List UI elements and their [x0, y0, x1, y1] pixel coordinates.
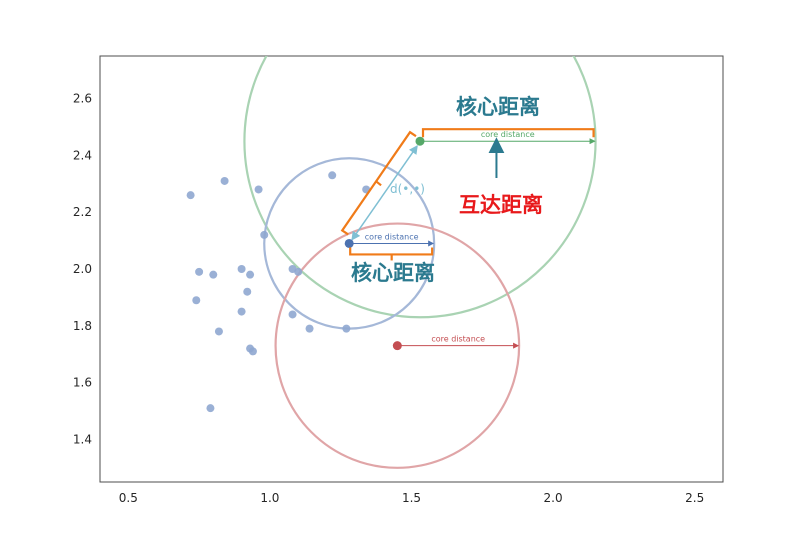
x-tick-label: 2.0	[544, 491, 563, 505]
data-point	[243, 287, 252, 296]
plot-area	[99, 55, 724, 483]
y-tick-label: 1.4	[73, 432, 92, 446]
x-axis: 0.5 1.0 1.5 2.0 2.5	[119, 491, 704, 505]
reachability-bracket-tick	[375, 180, 382, 187]
green-core-bracket	[421, 128, 595, 138]
y-tick-label: 2.4	[73, 148, 92, 162]
green-core-ring	[243, 56, 597, 319]
x-tick-label: 2.5	[685, 491, 704, 505]
red-highlight-point	[392, 341, 402, 351]
data-point	[195, 267, 204, 276]
data-point	[237, 307, 246, 316]
x-tick-label: 0.5	[119, 491, 138, 505]
data-point	[305, 324, 314, 333]
core-distance-label-mid: 核心距离	[351, 261, 435, 285]
reachability-bracket	[340, 130, 417, 236]
green-core-distance-text: core distance	[481, 130, 535, 139]
data-point	[209, 270, 218, 279]
blue-core-distance-text: core distance	[365, 232, 419, 241]
y-tick-label: 2.0	[73, 262, 92, 276]
x-tick-label: 1.0	[260, 491, 279, 505]
data-point	[248, 347, 257, 356]
blue-highlight-point	[344, 238, 354, 248]
data-point	[328, 171, 337, 180]
y-tick-label: 2.2	[73, 205, 92, 219]
data-point	[237, 265, 246, 273]
red-core-distance-text: core distance	[431, 335, 485, 344]
y-axis: 1.4 1.6 1.8 2.0 2.2 2.4 2.6	[73, 92, 92, 447]
data-point	[288, 310, 297, 319]
distance-symbol: d(•,•)	[390, 182, 425, 196]
y-tick-label: 1.6	[73, 376, 92, 390]
x-tick-label: 1.5	[402, 491, 421, 505]
reachability-distance-label: 互达距离	[459, 193, 543, 217]
distance-line	[351, 144, 418, 241]
data-point	[206, 404, 215, 413]
core-distance-label-top: 核心距离	[456, 95, 540, 119]
y-tick-label: 1.8	[73, 319, 92, 333]
data-point	[294, 267, 303, 276]
data-point	[342, 324, 351, 333]
data-point	[192, 296, 201, 305]
y-tick-label: 2.6	[73, 92, 92, 106]
scatter-points	[186, 171, 371, 413]
data-point	[260, 230, 269, 239]
data-point	[246, 270, 255, 279]
green-highlight-point	[415, 136, 425, 146]
annotations: core distance core distance core distance	[340, 128, 596, 351]
data-point	[254, 185, 263, 194]
data-point	[220, 176, 229, 185]
data-point	[186, 191, 195, 200]
data-point	[214, 327, 223, 336]
